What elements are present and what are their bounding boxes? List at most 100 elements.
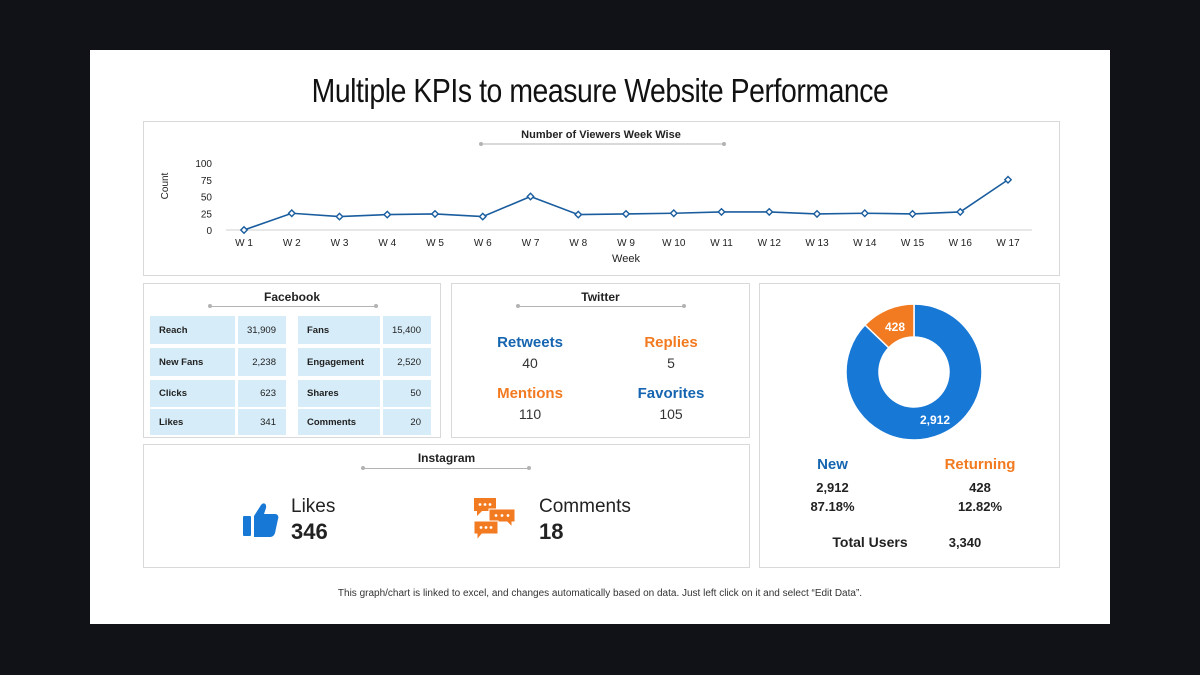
retweets-label: Retweets bbox=[497, 334, 563, 351]
rule-dot-right bbox=[722, 142, 726, 146]
data-point[interactable] bbox=[335, 212, 344, 221]
thumbs-up-icon bbox=[243, 503, 279, 537]
chart-title: Number of Viewers Week Wise bbox=[521, 129, 681, 141]
y-tick-label: 50 bbox=[201, 193, 213, 204]
users-panel[interactable]: 2,912 428 New Returning 2,912 428 87.18%… bbox=[759, 283, 1060, 568]
returning-users-label: Returning bbox=[944, 456, 1016, 473]
facebook-metric-label: Likes bbox=[150, 409, 235, 435]
mentions-label: Mentions bbox=[497, 385, 563, 402]
facebook-metric-label: Shares bbox=[298, 380, 380, 407]
x-tick-label: W 2 bbox=[283, 238, 301, 249]
x-tick-label: W 14 bbox=[853, 238, 877, 249]
facebook-metric-value: 341 bbox=[238, 409, 286, 435]
facebook-title-rule bbox=[208, 304, 378, 308]
facebook-metric-value: 20 bbox=[383, 409, 431, 435]
replies-value: 5 bbox=[667, 355, 675, 371]
returning-users-percent: 12.82% bbox=[957, 499, 1003, 514]
series-line-viewers bbox=[243, 179, 1009, 231]
data-point[interactable] bbox=[717, 207, 726, 217]
x-tick-label: W 4 bbox=[378, 238, 396, 249]
data-point[interactable] bbox=[621, 209, 631, 219]
data-point[interactable] bbox=[1003, 175, 1013, 184]
data-point[interactable] bbox=[574, 210, 583, 219]
x-tick-label: W 17 bbox=[996, 238, 1020, 249]
data-point[interactable] bbox=[478, 212, 487, 221]
x-tick-label: W 13 bbox=[805, 238, 829, 249]
page-title: Multiple KPIs to measure Website Perform… bbox=[311, 72, 889, 109]
y-tick-label: 0 bbox=[206, 226, 212, 237]
new-users-label: New bbox=[817, 456, 848, 473]
facebook-metric-value: 2,520 bbox=[383, 348, 431, 376]
y-tick-label: 100 bbox=[195, 159, 212, 170]
donut-label-returning: 428 bbox=[885, 320, 905, 334]
instagram-likes-value: 346 bbox=[291, 519, 328, 544]
slide: Multiple KPIs to measure Website Perform… bbox=[90, 50, 1110, 624]
mentions-value: 110 bbox=[518, 406, 542, 422]
users-donut-chart[interactable]: 2,912 428 bbox=[760, 284, 1059, 444]
facebook-metric-label: Clicks bbox=[150, 380, 235, 407]
x-tick-label: W 16 bbox=[949, 238, 973, 249]
facebook-metric-label: Fans bbox=[298, 316, 380, 344]
instagram-comments-label: Comments bbox=[539, 496, 631, 517]
x-axis-label: Week bbox=[612, 253, 640, 265]
replies-label: Replies bbox=[644, 334, 698, 351]
new-users-percent: 87.18% bbox=[810, 499, 855, 514]
x-tick-label: W 9 bbox=[617, 238, 635, 249]
x-tick-label: W 8 bbox=[569, 238, 587, 249]
x-tick-label: W 7 bbox=[522, 238, 540, 249]
twitter-title: Twitter bbox=[581, 290, 620, 304]
data-point[interactable] bbox=[860, 209, 869, 218]
facebook-metric-value: 623 bbox=[238, 380, 286, 407]
new-users-count: 2,912 bbox=[816, 480, 849, 495]
data-point[interactable] bbox=[526, 192, 535, 201]
facebook-metric-value: 31,909 bbox=[238, 316, 286, 344]
facebook-panel[interactable]: Facebook Reach 31,909 New Fans 2,238 Clicks 6… bbox=[143, 283, 441, 438]
facebook-metric-label: Comments bbox=[298, 409, 380, 435]
donut-slice-new[interactable] bbox=[845, 303, 983, 441]
data-point[interactable] bbox=[383, 210, 392, 219]
facebook-metric-label: Reach bbox=[150, 316, 235, 344]
x-tick-label: W 11 bbox=[710, 238, 733, 249]
facebook-metric-value: 15,400 bbox=[383, 316, 431, 344]
footer-note: This graph/chart is linked to excel, and… bbox=[337, 588, 863, 599]
x-tick-label: W 5 bbox=[426, 238, 444, 249]
y-axis-label: Count bbox=[160, 172, 171, 199]
x-tick-label: W 6 bbox=[474, 238, 492, 249]
chat-bubbles-icon bbox=[473, 498, 516, 542]
instagram-likes-label: Likes bbox=[291, 496, 336, 517]
instagram-panel[interactable]: Instagram Likes 346 Comments 18 bbox=[143, 444, 750, 568]
instagram-title: Instagram bbox=[417, 451, 476, 465]
facebook-title: Facebook bbox=[263, 290, 320, 304]
data-point[interactable] bbox=[239, 225, 249, 235]
data-point[interactable] bbox=[956, 207, 965, 217]
retweets-value: 40 bbox=[522, 355, 538, 371]
total-users-label: Total Users bbox=[832, 534, 908, 550]
returning-users-count: 428 bbox=[969, 480, 991, 495]
viewers-chart-panel[interactable]: Number of Viewers Week Wise Count 100 75 5… bbox=[143, 121, 1060, 276]
instagram-comments-value: 18 bbox=[539, 519, 564, 544]
rule-dot-left bbox=[479, 142, 483, 146]
x-tick-label: W 3 bbox=[331, 238, 349, 249]
favorites-value: 105 bbox=[659, 406, 683, 422]
facebook-metric-value: 2,238 bbox=[238, 348, 286, 376]
x-tick-label: W 1 bbox=[235, 238, 253, 249]
data-point[interactable] bbox=[430, 209, 440, 219]
data-point[interactable] bbox=[908, 209, 917, 219]
data-point[interactable] bbox=[669, 209, 678, 218]
donut-slice-returning[interactable] bbox=[863, 303, 915, 349]
facebook-metric-value: 50 bbox=[383, 380, 431, 407]
facebook-metric-label: Engagement bbox=[298, 348, 380, 376]
twitter-title-rule bbox=[516, 304, 686, 308]
y-tick-label: 75 bbox=[201, 176, 213, 187]
instagram-title-rule bbox=[361, 466, 531, 470]
data-point[interactable] bbox=[812, 209, 822, 219]
donut-label-new: 2,912 bbox=[920, 413, 950, 427]
favorites-label: Favorites bbox=[637, 385, 705, 402]
x-tick-label: W 12 bbox=[758, 238, 782, 249]
total-users-value: 3,340 bbox=[948, 535, 982, 550]
y-tick-label: 25 bbox=[201, 209, 213, 220]
twitter-panel[interactable]: Twitter Retweets 40 Replies 5 Mentions 1… bbox=[451, 283, 750, 438]
data-point[interactable] bbox=[287, 209, 296, 218]
data-point[interactable] bbox=[765, 207, 774, 217]
viewers-line-chart[interactable]: Number of Viewers Week Wise Count 100 75 5… bbox=[144, 122, 1059, 275]
